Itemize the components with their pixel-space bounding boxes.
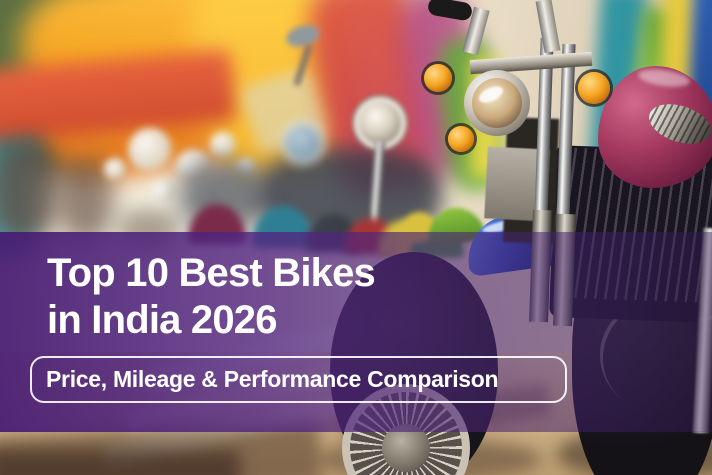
amber-turn-signal xyxy=(578,72,610,104)
bokeh-circle xyxy=(150,180,176,206)
banner-title-line1: Top 10 Best Bikes xyxy=(47,251,376,295)
banner-title: Top 10 Best Bikes in India 2026 xyxy=(47,250,376,344)
subtitle-badge-label: Price, Mileage & Performance Comparison xyxy=(46,366,499,392)
title-overlay-panel: Top 10 Best Bikes in India 2026 Price, Mi… xyxy=(0,232,712,432)
blurred-headlight xyxy=(285,125,321,161)
subtitle-badge: Price, Mileage & Performance Comparison xyxy=(30,356,567,403)
wheel-hub xyxy=(382,424,430,472)
crowd-silhouette xyxy=(0,138,60,243)
amber-turn-signal xyxy=(448,126,474,152)
bokeh-circle xyxy=(128,128,172,172)
amber-turn-signal xyxy=(424,64,452,92)
ground-shadow xyxy=(0,450,240,475)
second-bike-headlight xyxy=(359,102,401,144)
banner-title-line2: in India 2026 xyxy=(47,298,278,342)
bokeh-circle xyxy=(210,132,236,158)
bokeh-circle xyxy=(104,158,126,180)
